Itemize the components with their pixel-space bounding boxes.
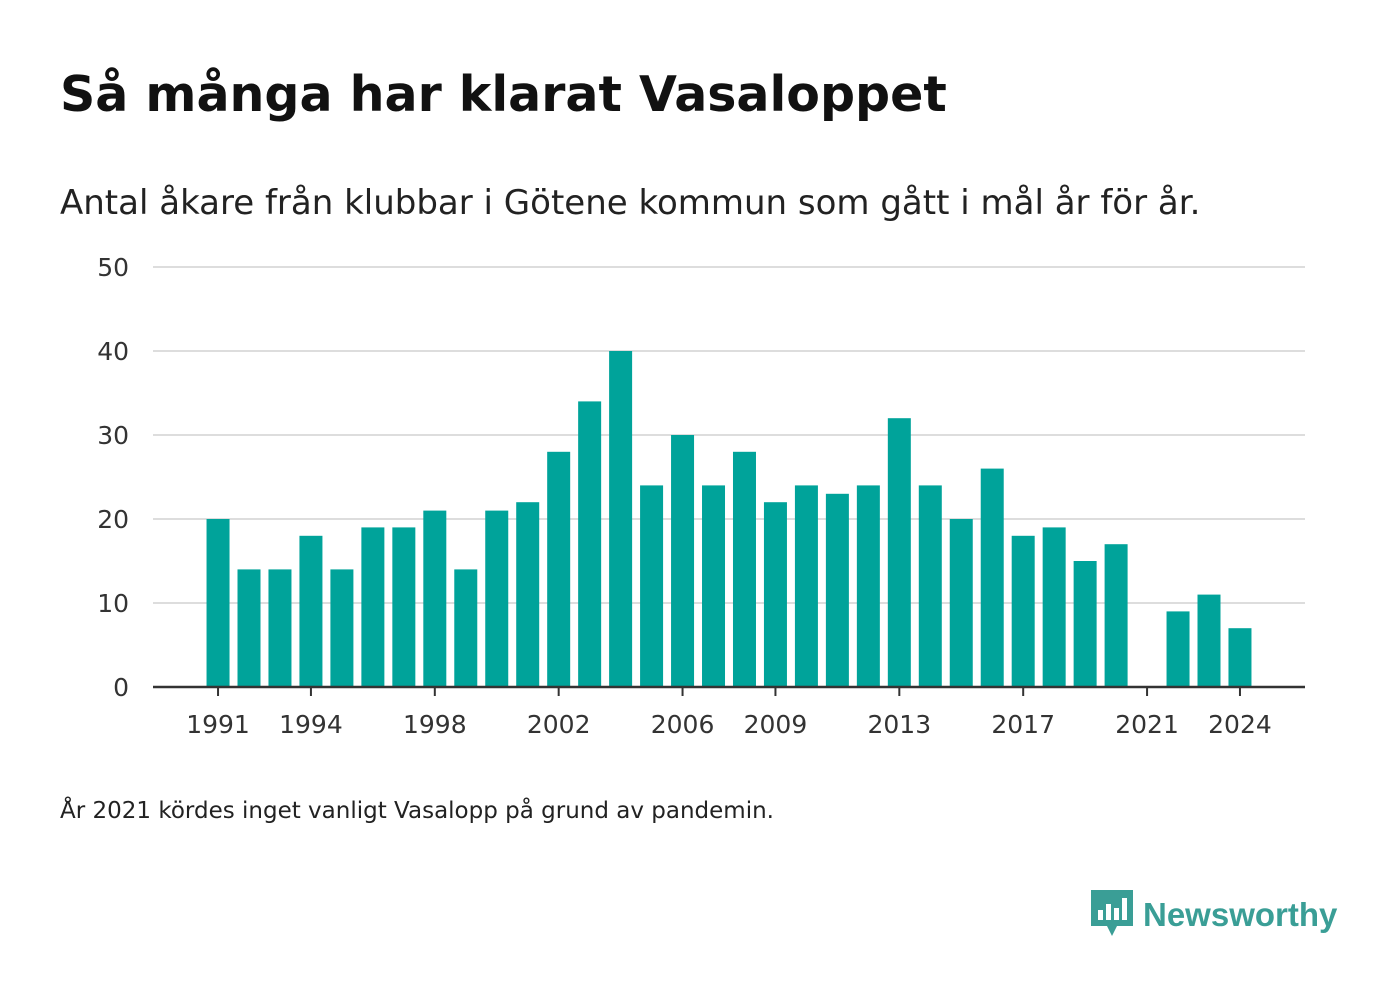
bar <box>361 527 385 687</box>
y-axis-tick-labels: 0 10 20 30 40 50 <box>97 253 129 702</box>
newsworthy-logo-icon <box>1091 890 1133 936</box>
x-tick-label: 2013 <box>868 710 932 739</box>
y-tick-label: 0 <box>113 673 129 702</box>
bar <box>516 502 540 687</box>
bar <box>1228 628 1252 687</box>
chart-subtitle: Antal åkare från klubbar i Götene kommun… <box>60 183 1201 223</box>
bar <box>299 535 323 687</box>
y-tick-label: 20 <box>97 505 129 534</box>
bar <box>856 485 880 687</box>
x-tick-label: 1991 <box>186 710 250 739</box>
bar <box>268 569 292 687</box>
bar <box>671 435 695 687</box>
bar <box>1104 544 1128 687</box>
bar <box>609 351 633 687</box>
bar <box>887 418 911 687</box>
x-tick-label: 1998 <box>403 710 467 739</box>
bar <box>1166 611 1190 687</box>
bar <box>763 502 787 687</box>
bar <box>794 485 818 687</box>
x-tick-label: 2021 <box>1115 710 1179 739</box>
bar <box>237 569 261 687</box>
bar <box>980 468 1004 687</box>
y-tick-label: 30 <box>97 421 129 450</box>
x-tick-label: 2017 <box>991 710 1055 739</box>
bar <box>1042 527 1066 687</box>
bar <box>547 451 571 687</box>
gridlines <box>153 266 1305 604</box>
chart-title: Så många har klarat Vasaloppet <box>60 66 947 123</box>
bar <box>702 485 726 687</box>
bar <box>1197 594 1221 687</box>
bar <box>578 401 602 687</box>
x-axis-tick-labels: 1991 1994 1998 2002 2006 2009 2013 2017 2021 2024 <box>186 710 1272 739</box>
bar <box>206 519 230 687</box>
bar <box>732 451 756 687</box>
bar <box>330 569 354 687</box>
bars <box>206 351 1252 687</box>
bar <box>918 485 942 687</box>
x-tick-label: 1994 <box>279 710 343 739</box>
x-axis <box>153 685 1305 696</box>
y-tick-label: 10 <box>97 589 129 618</box>
y-tick-label: 50 <box>97 253 129 282</box>
y-tick-label: 40 <box>97 337 129 366</box>
bar <box>392 527 416 687</box>
x-tick-label: 2024 <box>1208 710 1272 739</box>
x-tick-label: 2009 <box>744 710 808 739</box>
footnote: År 2021 kördes inget vanligt Vasalopp på… <box>60 798 774 824</box>
bar <box>640 485 664 687</box>
bar <box>949 519 973 687</box>
bar <box>423 510 447 687</box>
bar <box>454 569 478 687</box>
brand-name: Newsworthy <box>1143 896 1338 933</box>
bar <box>1073 561 1097 687</box>
bar <box>1011 535 1035 687</box>
brand-logo: Newsworthy <box>1091 890 1337 940</box>
bar <box>485 510 509 687</box>
x-tick-label: 2006 <box>651 710 715 739</box>
bar <box>825 493 849 687</box>
x-tick-label: 2002 <box>527 710 591 739</box>
